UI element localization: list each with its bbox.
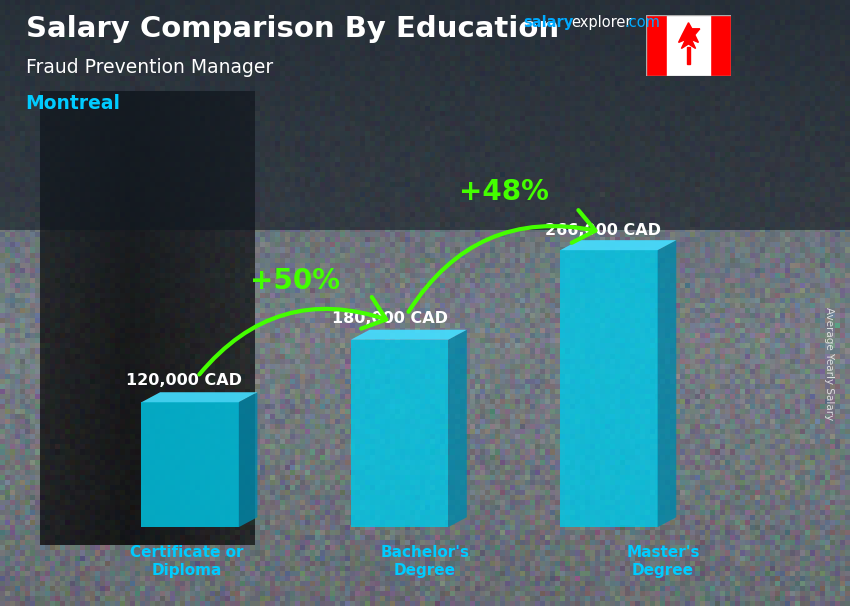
Text: .com: .com [624,15,660,30]
Bar [687,47,690,64]
Polygon shape [560,250,658,527]
Text: Average Yearly Salary: Average Yearly Salary [824,307,834,420]
Polygon shape [141,392,258,402]
Text: Bachelor's
Degree: Bachelor's Degree [381,545,469,578]
Text: Certificate or
Diploma: Certificate or Diploma [130,545,244,578]
Polygon shape [351,340,448,527]
Text: Montreal: Montreal [26,94,121,113]
Text: Fraud Prevention Manager: Fraud Prevention Manager [26,58,273,76]
Polygon shape [448,330,467,527]
Text: +50%: +50% [250,267,340,295]
Polygon shape [239,392,258,527]
Text: Salary Comparison By Education: Salary Comparison By Education [26,15,558,43]
Text: explorer: explorer [571,15,632,30]
FancyArrowPatch shape [409,210,596,311]
Polygon shape [560,240,677,250]
FancyArrowPatch shape [199,297,386,375]
Polygon shape [678,22,700,48]
Bar [0,0,850,230]
Text: salary: salary [523,15,573,30]
Polygon shape [141,402,239,527]
Text: Master's
Degree: Master's Degree [626,545,700,578]
Bar [646,15,667,76]
Polygon shape [351,330,467,340]
Bar [710,15,731,76]
Text: 266,000 CAD: 266,000 CAD [546,222,661,238]
Polygon shape [658,240,677,527]
Bar [667,15,710,76]
Text: 120,000 CAD: 120,000 CAD [127,373,242,388]
Text: 180,000 CAD: 180,000 CAD [332,311,448,326]
Text: +48%: +48% [459,178,549,206]
